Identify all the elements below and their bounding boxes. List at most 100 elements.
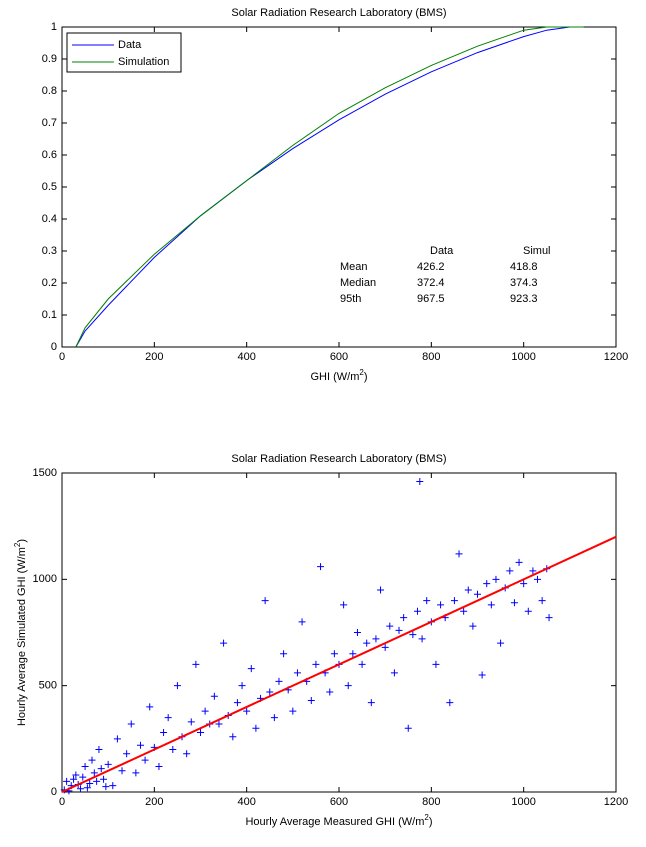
scatter-point xyxy=(127,720,135,728)
x-tick-label: 800 xyxy=(422,796,440,808)
scatter-point xyxy=(363,639,371,647)
scatter-point xyxy=(146,703,154,711)
scatter-point xyxy=(201,707,209,715)
scatter-point xyxy=(93,777,101,785)
scatter-point xyxy=(307,697,315,705)
scatter-point xyxy=(183,750,191,758)
scatter-point xyxy=(372,635,380,643)
scatter-point xyxy=(160,728,168,736)
scatter-point xyxy=(238,682,246,690)
stats-value: 426.2 xyxy=(417,261,445,273)
scatter-point xyxy=(243,707,251,715)
scatter-point xyxy=(469,622,477,630)
scatter-point xyxy=(464,586,472,594)
plot-area xyxy=(61,26,617,348)
x-tick-label: 400 xyxy=(237,351,255,363)
scatter-point xyxy=(97,765,105,773)
scatter-point xyxy=(386,622,394,630)
scatter-point xyxy=(104,760,112,768)
scatter-point xyxy=(164,714,172,722)
scatter-point xyxy=(437,601,445,609)
x-tick-label: 200 xyxy=(145,351,163,363)
scatter-point xyxy=(529,567,537,575)
x-tick-label: 400 xyxy=(237,796,255,808)
scatter-point xyxy=(220,639,228,647)
scatter-point xyxy=(83,784,91,792)
scatter-point xyxy=(349,650,357,658)
scatter-point xyxy=(79,773,87,781)
y-tick-label: 0.4 xyxy=(42,213,57,225)
scatter-point xyxy=(413,607,421,615)
x-axis-label-part: Hourly Average Measured GHI (W/m xyxy=(245,816,424,828)
scatter-point xyxy=(515,558,523,566)
x-axis-label: Hourly Average Measured GHI (W/m2) xyxy=(245,813,432,828)
stats-row-label: Mean xyxy=(340,261,368,273)
scatter-point xyxy=(460,607,468,615)
scatter-point xyxy=(63,777,71,785)
scatter-point xyxy=(233,699,241,707)
scatter-point xyxy=(446,699,454,707)
scatter-point xyxy=(326,688,334,696)
stats-value: 372.4 xyxy=(417,277,445,289)
scatter-point xyxy=(418,635,426,643)
chart-title: Solar Radiation Research Laboratory (BMS… xyxy=(231,7,446,19)
scatter-point xyxy=(317,563,325,571)
scatter-point xyxy=(478,671,486,679)
legend-label: Data xyxy=(118,39,142,51)
scatter-point xyxy=(520,580,528,588)
y-tick-label: 1 xyxy=(51,21,57,33)
x-tick-label: 200 xyxy=(145,796,163,808)
y-tick-label: 1000 xyxy=(33,573,57,585)
x-tick-label: 800 xyxy=(422,351,440,363)
x-axis-label-part: 2 xyxy=(359,368,364,377)
scatter-point xyxy=(432,660,440,668)
scatter-point xyxy=(261,597,269,605)
scatter-point xyxy=(132,769,140,777)
scatter-point xyxy=(113,735,121,743)
scatter-point xyxy=(367,699,375,707)
scatter-point xyxy=(506,567,514,575)
scatter-point xyxy=(86,779,94,787)
scatter-point xyxy=(312,660,320,668)
scatter-point xyxy=(455,550,463,558)
scatter-point xyxy=(102,783,110,791)
stats-value: 418.8 xyxy=(510,261,538,273)
scatter-point xyxy=(141,756,149,764)
scatter-point xyxy=(545,614,553,622)
scatter-point xyxy=(390,669,398,677)
y-tick-label: 0.3 xyxy=(42,245,57,257)
scatter-point xyxy=(377,586,385,594)
scatter-point xyxy=(109,782,117,790)
plot-area xyxy=(61,472,617,793)
scatter-point xyxy=(450,597,458,605)
scatter-point xyxy=(487,601,495,609)
scatter-point xyxy=(192,660,200,668)
scatter-point xyxy=(395,626,403,634)
x-tick-label: 0 xyxy=(59,796,65,808)
y-axis-label-part: 2 xyxy=(13,542,22,547)
scatter-point xyxy=(524,607,532,615)
scatter-point xyxy=(404,724,412,732)
y-axis-label-part: Hourly Average Simulated GHI (W/m xyxy=(16,547,28,726)
stats-header: Data xyxy=(430,245,454,257)
scatter-point xyxy=(136,741,144,749)
scatter-point xyxy=(298,618,306,626)
scatter-point xyxy=(76,785,84,793)
scatter-point xyxy=(95,745,103,753)
scatter-point xyxy=(187,718,195,726)
scatter-point xyxy=(118,767,126,775)
stats-row-label: 95th xyxy=(340,293,361,305)
scatter-point xyxy=(90,769,98,777)
scatter-point xyxy=(510,599,518,607)
scatter-point xyxy=(210,692,218,700)
scatter-point xyxy=(215,720,223,728)
scatter-point xyxy=(197,728,204,736)
x-axis-label-part: 2 xyxy=(424,813,429,822)
scatter-point xyxy=(155,762,163,770)
x-tick-label: 600 xyxy=(330,351,348,363)
scatter-point xyxy=(358,660,366,668)
scatter-point xyxy=(492,575,500,583)
scatter-point xyxy=(497,639,505,647)
